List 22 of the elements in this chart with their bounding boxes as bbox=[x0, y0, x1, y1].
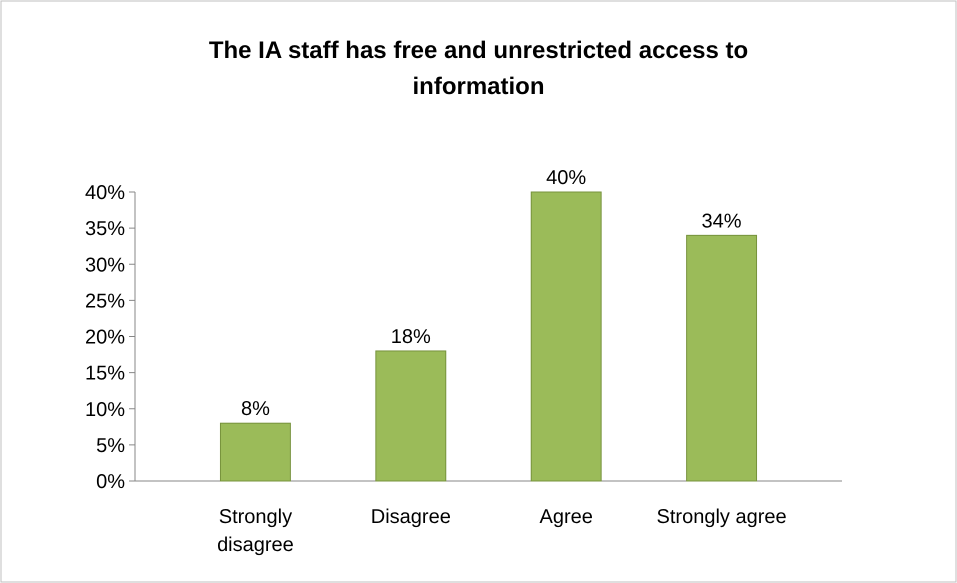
data-label: 40% bbox=[546, 167, 586, 189]
y-tick-label: 25% bbox=[84, 290, 126, 312]
y-tick-label: 20% bbox=[84, 326, 126, 348]
x-tick-label: Disagree bbox=[370, 506, 451, 528]
x-tick-label: Agree bbox=[540, 506, 593, 528]
y-tick-label: 10% bbox=[84, 398, 126, 421]
x-tick-label: Strongly disagree bbox=[217, 506, 294, 556]
data-label: 8% bbox=[240, 398, 270, 420]
x-tick-label: Strongly agree bbox=[656, 506, 787, 528]
y-tick-label: 0% bbox=[96, 471, 126, 493]
y-tick-label: 5% bbox=[96, 434, 126, 457]
data-label: 18% bbox=[390, 326, 432, 348]
bar bbox=[375, 350, 446, 482]
bar bbox=[686, 234, 758, 482]
bar bbox=[220, 422, 291, 482]
data-label: 34% bbox=[702, 210, 742, 232]
chart-title: The IA staff has free and unrestricted access to information bbox=[208, 37, 748, 100]
y-tick-label: 40% bbox=[84, 182, 126, 204]
y-tick-label: 15% bbox=[84, 362, 126, 385]
y-tick-label: 30% bbox=[84, 254, 126, 276]
y-tick-label: 35% bbox=[84, 218, 126, 240]
bar bbox=[530, 192, 602, 482]
